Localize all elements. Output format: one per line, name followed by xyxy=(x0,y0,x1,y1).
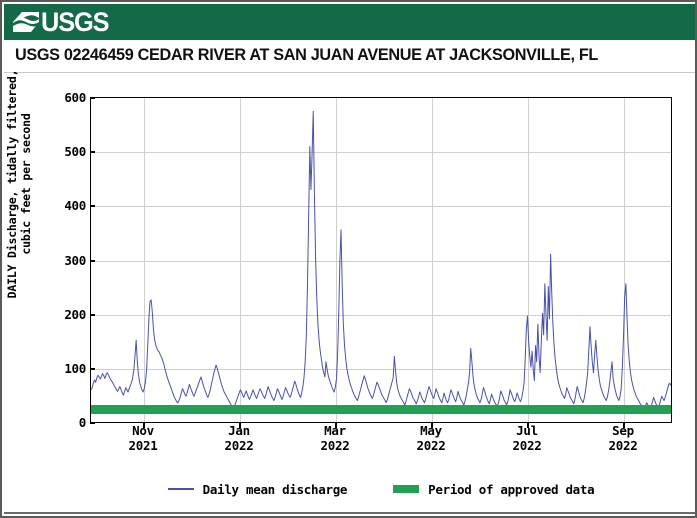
legend-item-approved-data: Period of approved data xyxy=(393,481,595,497)
x-axis-ticks: Nov 2021 Jan 2022 Mar 2022 May 2022 Jul … xyxy=(90,423,672,471)
y-tickmark-300 xyxy=(90,260,95,262)
x-tick-year: 2021 xyxy=(128,438,158,453)
y-axis-label-line2: cubic feet per second xyxy=(19,113,33,255)
x-tick-nov2021: Nov 2021 xyxy=(101,423,185,453)
gridline-x-may2022 xyxy=(432,98,433,422)
x-tick-month: Jan xyxy=(228,423,250,438)
y-tickmark-400 xyxy=(90,205,95,207)
gridline-x-jan2022 xyxy=(240,98,241,422)
x-tickmark-nov2021 xyxy=(143,423,145,428)
legend-line-swatch-icon xyxy=(167,488,194,490)
x-tickmark-jan2022 xyxy=(239,423,241,428)
y-tickmark-500 xyxy=(90,151,95,153)
gridline-y-200 xyxy=(91,315,671,316)
y-tick-500: 500 xyxy=(64,144,86,159)
legend-label-daily-mean-discharge: Daily mean discharge xyxy=(202,481,348,497)
hydrograph-chart: DAILY Discharge, tidally filtered, cubic… xyxy=(2,70,695,516)
x-tick-year: 2022 xyxy=(416,438,446,453)
approved-data-band xyxy=(91,405,671,414)
usgs-wordmark: USGS xyxy=(41,7,110,37)
x-tickmark-may2022 xyxy=(431,423,433,428)
x-tickmark-mar2022 xyxy=(335,423,337,428)
x-tick-sep2022: Sep 2022 xyxy=(581,423,665,453)
x-tick-month: Sep xyxy=(612,423,634,438)
x-tick-mar2022: Mar 2022 xyxy=(293,423,377,453)
gridline-x-jul2022 xyxy=(528,98,529,422)
y-tickmark-100 xyxy=(90,368,95,370)
usgs-wave-icon xyxy=(12,9,40,35)
y-tick-400: 400 xyxy=(64,198,86,213)
gridline-x-nov2021 xyxy=(144,98,145,422)
y-tick-600: 600 xyxy=(64,90,86,105)
x-tick-month: Nov xyxy=(132,423,154,438)
y-axis-label-line1: DAILY Discharge, tidally filtered, xyxy=(5,69,19,299)
y-tick-300: 300 xyxy=(64,253,86,268)
legend-item-daily-mean-discharge: Daily mean discharge xyxy=(167,481,348,497)
gridline-y-500 xyxy=(91,152,671,153)
y-tickmark-600 xyxy=(90,97,95,99)
y-axis-ticks: 600 500 400 300 200 100 0 xyxy=(32,90,86,430)
x-tick-may2022: May 2022 xyxy=(389,423,473,453)
y-tick-0: 0 xyxy=(78,415,87,430)
y-tick-200: 200 xyxy=(64,307,86,322)
y-tickmark-0 xyxy=(90,422,95,424)
title-divider xyxy=(4,72,695,73)
x-tickmark-sep2022 xyxy=(623,423,625,428)
gridline-x-sep2022 xyxy=(624,98,625,422)
y-axis-label: DAILY Discharge, tidally filtered, cubic… xyxy=(5,19,33,349)
x-tick-month: May xyxy=(420,423,442,438)
gridline-y-100 xyxy=(91,369,671,370)
x-tickmark-jul2022 xyxy=(527,423,529,428)
x-tick-month: Mar xyxy=(324,423,346,438)
y-tick-100: 100 xyxy=(64,361,86,376)
gridline-y-400 xyxy=(91,206,671,207)
x-tick-year: 2022 xyxy=(224,438,254,453)
x-tick-jul2022: Jul 2022 xyxy=(485,423,569,453)
usgs-header-banner: USGS xyxy=(4,4,695,40)
x-tick-year: 2022 xyxy=(608,438,638,453)
x-tick-jan2022: Jan 2022 xyxy=(197,423,281,453)
plot-area xyxy=(90,97,672,423)
footer-divider xyxy=(4,512,695,514)
x-tick-year: 2022 xyxy=(512,438,542,453)
x-tick-month: Jul xyxy=(516,423,538,438)
y-tickmark-200 xyxy=(90,314,95,316)
usgs-logo: USGS xyxy=(12,8,113,36)
legend-label-approved-data: Period of approved data xyxy=(428,481,595,497)
legend-band-swatch-icon xyxy=(393,485,420,493)
gridline-x-mar2022 xyxy=(336,98,337,422)
discharge-series-line xyxy=(91,110,671,409)
gridline-y-300 xyxy=(91,261,671,262)
x-tick-year: 2022 xyxy=(320,438,350,453)
page-title: USGS 02246459 CEDAR RIVER AT SAN JUAN AV… xyxy=(15,46,599,64)
chart-legend: Daily mean discharge Period of approved … xyxy=(90,472,672,506)
